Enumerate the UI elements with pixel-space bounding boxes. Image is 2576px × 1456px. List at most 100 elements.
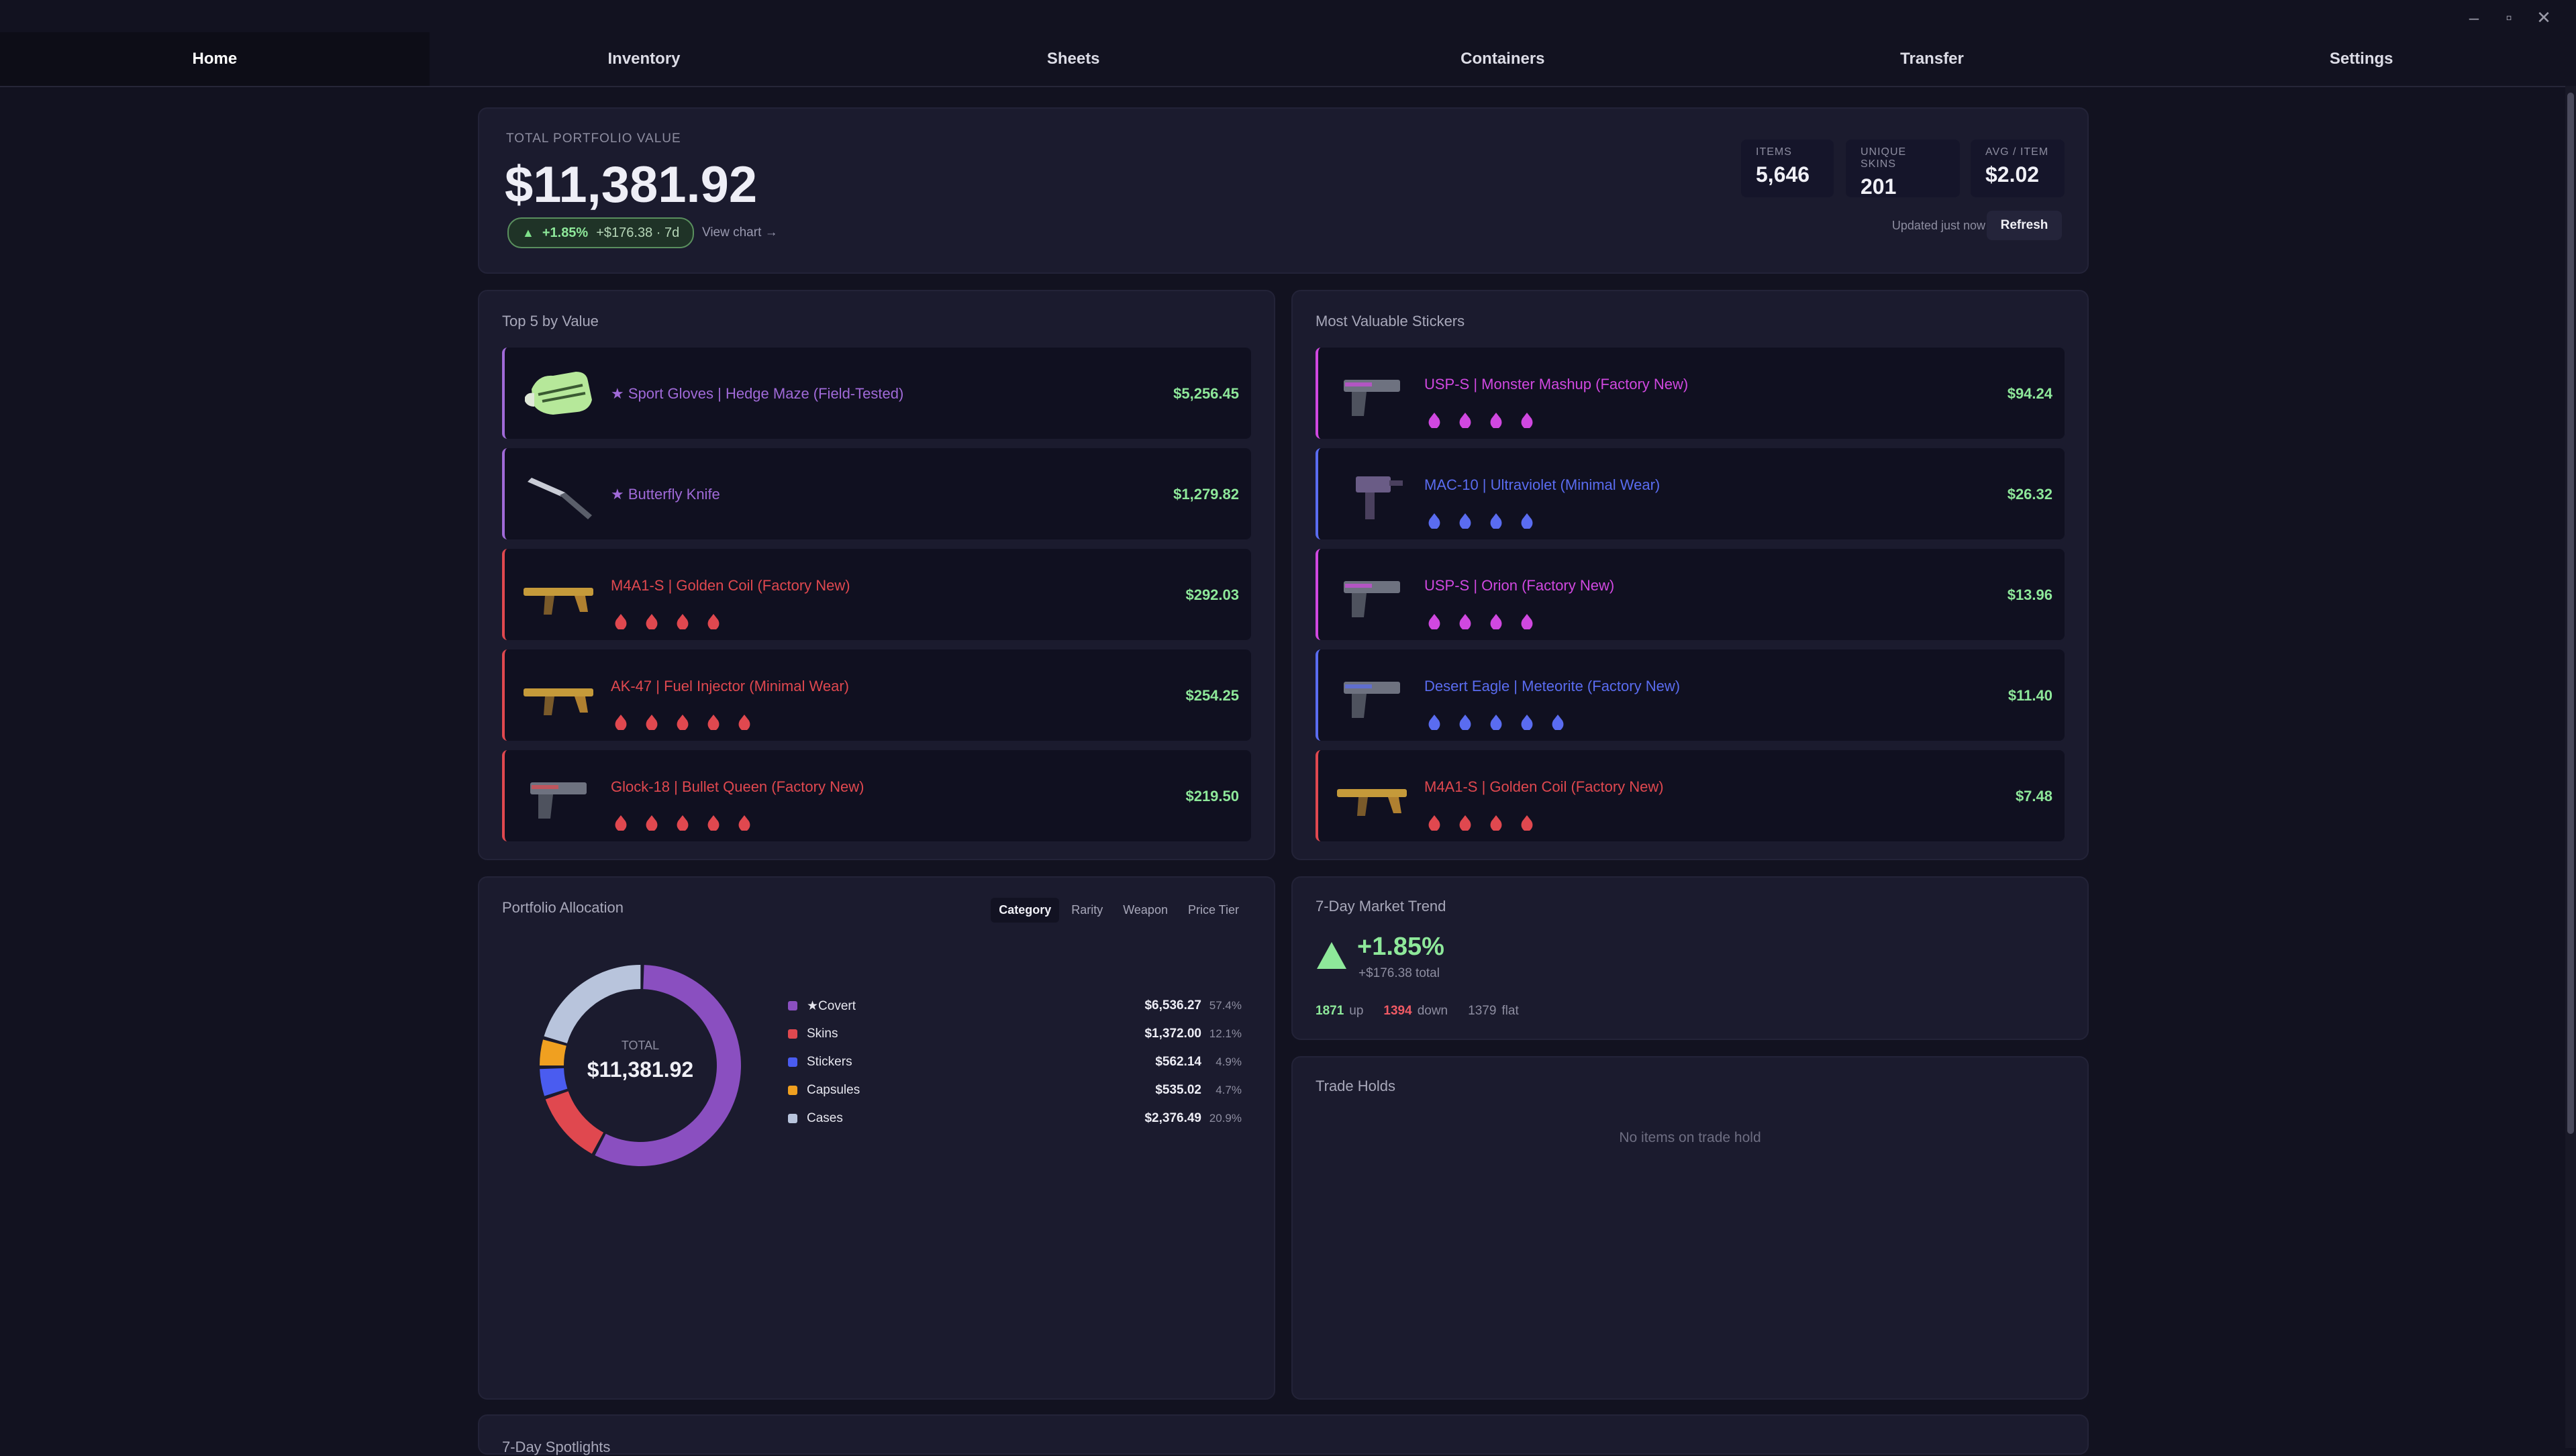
legend-row: ★Covert $6,536.27 57.4% bbox=[788, 992, 1242, 1020]
sticker-list bbox=[1424, 713, 1568, 733]
item-row[interactable]: Desert Eagle | Meteorite (Factory New) $1… bbox=[1316, 649, 2065, 741]
item-row[interactable]: USP-S | Orion (Factory New) $13.96 bbox=[1316, 549, 2065, 640]
sticker-list bbox=[1424, 411, 1537, 431]
item-name: ★ Sport Gloves | Hedge Maze (Field-Teste… bbox=[611, 385, 904, 402]
sticker-icon bbox=[1486, 411, 1506, 431]
legend-name: Capsules bbox=[807, 1083, 860, 1097]
item-name: Glock-18 | Bullet Queen (Factory New) bbox=[611, 778, 864, 795]
main-nav: Home Inventory Sheets Containers Transfe… bbox=[0, 32, 2576, 87]
sticker-icon bbox=[1517, 411, 1537, 431]
item-price: $26.32 bbox=[2007, 486, 2052, 503]
legend-name: Cases bbox=[807, 1111, 843, 1125]
pistol-icon bbox=[518, 765, 599, 827]
allocation-tabs: Category Rarity Weapon Price Tier bbox=[991, 898, 1247, 923]
item-price: $94.24 bbox=[2007, 385, 2052, 402]
legend-color bbox=[788, 1114, 797, 1123]
stickers-card: Most Valuable Stickers USP-S | Monster M… bbox=[1291, 290, 2089, 860]
tab-weapon[interactable]: Weapon bbox=[1123, 903, 1168, 917]
tab-containers[interactable]: Containers bbox=[1460, 50, 1545, 68]
close-icon[interactable]: ✕ bbox=[2536, 7, 2551, 28]
legend-name: Skins bbox=[807, 1027, 838, 1041]
window-controls: – ▫ ✕ bbox=[2457, 4, 2561, 31]
legend-percent: 20.9% bbox=[1209, 1112, 1242, 1125]
tab-inventory[interactable]: Inventory bbox=[607, 50, 681, 68]
legend-row: Stickers $562.14 4.9% bbox=[788, 1048, 1242, 1076]
item-row[interactable]: ★ Butterfly Knife $1,279.82 bbox=[502, 448, 1251, 539]
flat-label: flat bbox=[1501, 1004, 1519, 1018]
maximize-icon[interactable]: ▫ bbox=[2506, 7, 2512, 28]
top5-card: Top 5 by Value ★ Sport Gloves | Hedge Ma… bbox=[478, 290, 1275, 860]
market-trend-card: 7-Day Market Trend +1.85% +$176.38 total… bbox=[1291, 876, 2089, 1040]
item-price: $254.25 bbox=[1185, 687, 1239, 704]
tab-price-tier[interactable]: Price Tier bbox=[1187, 903, 1239, 917]
item-row[interactable]: M4A1-S | Golden Coil (Factory New) $292.0… bbox=[502, 549, 1251, 640]
item-name: USP-S | Monster Mashup (Factory New) bbox=[1424, 376, 1689, 393]
rifle-icon bbox=[518, 664, 599, 726]
tab-settings[interactable]: Settings bbox=[2329, 50, 2393, 68]
stat-label: ITEMS bbox=[1756, 146, 1792, 158]
pistol-icon bbox=[1332, 564, 1412, 625]
refresh-button[interactable]: Refresh bbox=[1987, 211, 2062, 240]
item-row[interactable]: USP-S | Monster Mashup (Factory New) $94.… bbox=[1316, 348, 2065, 439]
tab-transfer[interactable]: Transfer bbox=[1900, 50, 1964, 68]
item-price: $292.03 bbox=[1185, 586, 1239, 603]
donut-slice bbox=[540, 1039, 566, 1066]
item-row[interactable]: ★ Sport Gloves | Hedge Maze (Field-Teste… bbox=[502, 348, 1251, 439]
tab-sheets[interactable]: Sheets bbox=[1046, 50, 1100, 68]
legend-percent: 4.7% bbox=[1216, 1084, 1242, 1096]
sticker-list bbox=[1424, 612, 1537, 632]
sticker-icon bbox=[642, 612, 662, 632]
smg-icon bbox=[1332, 463, 1412, 525]
trend-counts: 1871 up 1394 down 1379 flat bbox=[1316, 1004, 1519, 1019]
item-row[interactable]: M4A1-S | Golden Coil (Factory New) $7.48 bbox=[1316, 750, 2065, 841]
allocation-title: Portfolio Allocation bbox=[502, 899, 624, 916]
sticker-icon bbox=[611, 713, 631, 733]
item-row[interactable]: Glock-18 | Bullet Queen (Factory New) $21… bbox=[502, 750, 1251, 841]
sticker-icon bbox=[1424, 511, 1444, 531]
scrollbar-thumb[interactable] bbox=[2567, 93, 2574, 1134]
rifle-icon bbox=[1332, 765, 1412, 827]
flat-count: 1379 bbox=[1468, 1004, 1497, 1018]
item-name: MAC-10 | Ultraviolet (Minimal Wear) bbox=[1424, 476, 1661, 493]
item-name: M4A1-S | Golden Coil (Factory New) bbox=[1424, 778, 1664, 795]
item-price: $7.48 bbox=[2015, 788, 2052, 804]
sticker-icon bbox=[703, 612, 724, 632]
sticker-list bbox=[611, 612, 724, 632]
sticker-icon bbox=[1517, 511, 1537, 531]
scrollbar[interactable] bbox=[2565, 86, 2576, 1448]
sticker-icon bbox=[703, 713, 724, 733]
sticker-icon bbox=[1548, 713, 1568, 733]
change-badge: ▲ +1.85% +$176.38 · 7d bbox=[507, 217, 695, 248]
item-row[interactable]: MAC-10 | Ultraviolet (Minimal Wear) $26.3… bbox=[1316, 448, 2065, 539]
donut-slice bbox=[545, 1091, 604, 1154]
legend-color bbox=[788, 1086, 797, 1095]
stat-value: 201 bbox=[1861, 174, 1897, 199]
item-name: Desert Eagle | Meteorite (Factory New) bbox=[1424, 678, 1681, 694]
sticker-icon bbox=[673, 713, 693, 733]
sticker-list bbox=[1424, 813, 1537, 833]
view-chart-link[interactable]: View chart → bbox=[702, 225, 778, 240]
minimize-icon[interactable]: – bbox=[2469, 7, 2479, 28]
legend-color bbox=[788, 1057, 797, 1067]
stickers-title: Most Valuable Stickers bbox=[1316, 313, 1465, 329]
sticker-icon bbox=[1486, 511, 1506, 531]
portfolio-label: TOTAL PORTFOLIO VALUE bbox=[506, 132, 681, 146]
tab-rarity[interactable]: Rarity bbox=[1071, 903, 1103, 917]
trade-holds-empty: No items on trade hold bbox=[1619, 1130, 1761, 1145]
legend-value: $6,536.27 bbox=[1144, 998, 1201, 1012]
stat-avg-item: AVG / ITEM $2.02 bbox=[1971, 140, 2065, 197]
tab-home[interactable]: Home bbox=[0, 32, 430, 86]
tab-category[interactable]: Category bbox=[991, 898, 1060, 923]
legend-percent: 4.9% bbox=[1216, 1055, 1242, 1068]
sticker-icon bbox=[1486, 713, 1506, 733]
legend-row: Capsules $535.02 4.7% bbox=[788, 1076, 1242, 1104]
sticker-list bbox=[1424, 511, 1537, 531]
donut-center-value: $11,381.92 bbox=[587, 1057, 694, 1082]
pistol-icon bbox=[1332, 362, 1412, 424]
legend-name: Stickers bbox=[807, 1055, 852, 1069]
item-row[interactable]: AK-47 | Fuel Injector (Minimal Wear) $254… bbox=[502, 649, 1251, 741]
item-price: $11.40 bbox=[2008, 687, 2052, 704]
sticker-icon bbox=[703, 813, 724, 833]
sticker-icon bbox=[611, 813, 631, 833]
item-name: M4A1-S | Golden Coil (Factory New) bbox=[611, 577, 850, 594]
